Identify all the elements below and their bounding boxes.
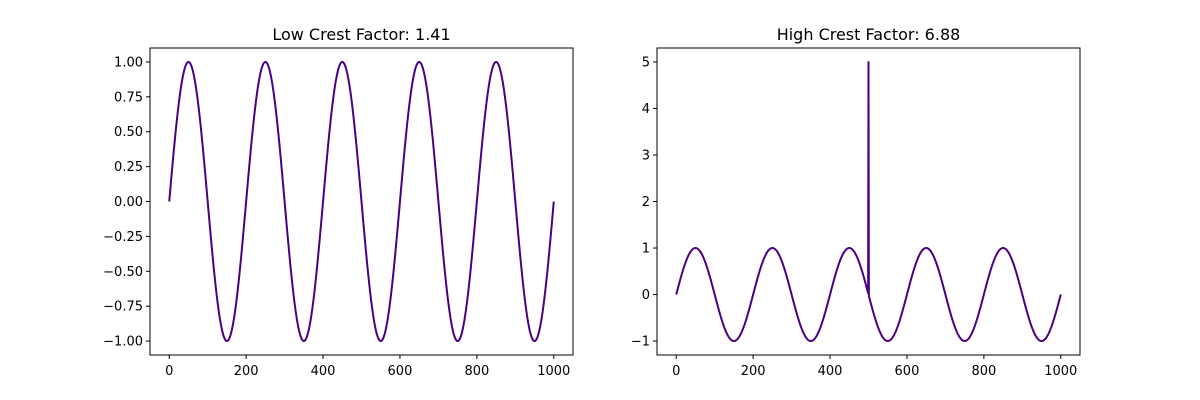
y-tick-label: 2 [642,195,650,210]
x-tick-label: 400 [311,364,336,379]
y-tick-label: 0.25 [114,160,143,175]
y-tick-label: 5 [642,55,650,70]
y-tick-label: 4 [642,102,650,117]
right-chart-frame [656,47,1081,356]
left-chart-frame [149,47,574,356]
x-tick-label: 200 [234,364,259,379]
x-tick-label: 600 [388,364,413,379]
y-tick-label: 0.00 [114,195,143,210]
right-chart-spike-line [675,60,1062,343]
left-chart: Low Crest Factor: 1.41 1.00 0.75 0.50 0.25 0… [103,25,574,379]
left-chart-x-axis: 0 200 400 600 800 1000 [165,355,570,379]
y-tick-label: 0.75 [114,90,143,105]
y-tick-label: −0.50 [103,265,143,280]
y-tick-label: −0.75 [103,300,143,315]
left-chart-y-axis: 1.00 0.75 0.50 0.25 0.00 −0.25 −0.50 −0.75 −1.00 [103,55,150,350]
x-tick-label: 800 [464,364,489,379]
x-tick-label: 200 [741,364,766,379]
left-chart-title: Low Crest Factor: 1.41 [272,25,450,44]
y-tick-label: 0.50 [114,125,143,140]
right-chart-title: High Crest Factor: 6.88 [777,25,961,44]
x-tick-label: 400 [818,364,843,379]
x-tick-label: 600 [895,364,920,379]
x-tick-label: 800 [971,364,996,379]
x-tick-label: 0 [672,364,680,379]
x-tick-label: 1000 [537,364,570,379]
right-chart: High Crest Factor: 6.88 5 4 3 2 1 0 −1 0 200 400… [631,25,1081,379]
y-tick-label: −1 [631,335,650,350]
y-tick-label: 1 [642,242,650,257]
x-tick-label: 0 [165,364,173,379]
right-chart-x-axis: 0 200 400 600 800 1000 [672,355,1077,379]
y-tick-label: −0.25 [103,230,143,245]
y-tick-label: 0 [642,288,650,303]
y-tick-label: 3 [642,148,650,163]
left-chart-sine-line [168,60,555,343]
y-tick-label: −1.00 [103,335,143,350]
x-tick-label: 1000 [1044,364,1077,379]
right-chart-y-axis: 5 4 3 2 1 0 −1 [631,55,657,350]
y-tick-label: 1.00 [114,55,143,70]
